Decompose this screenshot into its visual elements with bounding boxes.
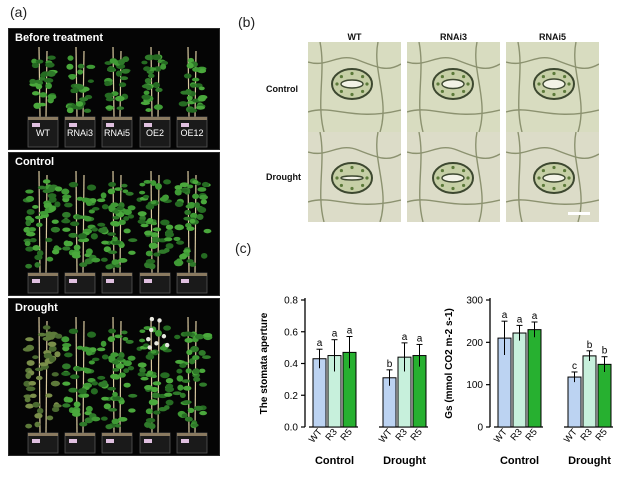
bar (512, 332, 527, 428)
panel-c-letter: (c) (235, 240, 252, 256)
y-tick-label: 0.0 (284, 423, 298, 434)
significance-letter: a (347, 326, 353, 337)
row-label: Control (266, 84, 298, 94)
x-tick-label: R5 (594, 427, 610, 443)
stomatal-conductance-chart: 0 100 200 300 Gs (mmol CO2 m-2 s-1) a WT a R3 a R5… (444, 296, 613, 467)
panel-a-letter: (a) (10, 4, 28, 20)
significance-letter: a (417, 333, 423, 344)
significance-letter: b (387, 359, 393, 370)
plant (64, 46, 96, 148)
x-tick-label: R3 (509, 427, 525, 443)
stomata-micrograph (407, 42, 500, 132)
significance-letter: a (317, 338, 323, 349)
row-label: Drought (266, 172, 301, 182)
y-tick-label: 0.8 (284, 296, 298, 307)
y-axis-label: Gs (mmol CO2 m-2 s-1) (444, 308, 455, 419)
column-label: RNAi5 (538, 32, 566, 42)
plant (22, 170, 63, 294)
plant (61, 316, 101, 454)
significance-letter: a (502, 310, 508, 321)
group-label: Control (500, 455, 539, 467)
photo-title: Drought (15, 302, 58, 314)
plants-illustration (27, 46, 208, 148)
x-tick-label: R3 (394, 427, 410, 443)
x-tick-label: WT (307, 427, 325, 446)
stomata-micrograph (407, 132, 500, 222)
plant (136, 170, 175, 294)
bar (312, 358, 327, 428)
significance-letter: b (602, 346, 608, 357)
plant (173, 170, 212, 294)
x-tick-label: R5 (339, 427, 355, 443)
significance-letter: a (402, 332, 408, 343)
significance-letter: c (572, 361, 577, 372)
bar (582, 355, 597, 428)
plant (96, 170, 138, 294)
plant (61, 170, 101, 294)
photo-control: Control (8, 152, 220, 296)
y-tick-label: 0.4 (284, 359, 298, 370)
pot-label: OE2 (145, 128, 164, 138)
pot-label: RNAi3 (66, 128, 93, 138)
y-tick-label: 100 (466, 380, 483, 391)
photo-before-treatment: Before treatment WT RNAi3 RNAi5 OE2 OE12 (8, 28, 220, 150)
column-label: RNAi3 (439, 32, 467, 42)
stomata-aperture-chart: 0.0 0.2 0.4 0.6 0.8 The stomata aperture a WT a R… (259, 296, 428, 467)
plant (22, 316, 63, 454)
x-tick-label: WT (492, 427, 510, 446)
photo-title: Control (15, 156, 55, 168)
stomata-micrograph (506, 132, 599, 222)
y-axis-label: The stomata aperture (259, 312, 270, 414)
column-label: WT (347, 32, 362, 42)
scale-bar (568, 212, 590, 215)
significance-letter: a (332, 329, 338, 340)
photo-title: Before treatment (15, 32, 104, 44)
pot-label: WT (36, 128, 50, 138)
pot-label: OE12 (180, 128, 204, 138)
y-tick-label: 0.6 (284, 327, 298, 338)
bar (597, 363, 612, 428)
stomata-micrograph (506, 42, 599, 132)
plant (172, 316, 213, 454)
plant (139, 46, 171, 148)
x-tick-label: R3 (324, 427, 340, 443)
y-tick-label: 300 (466, 296, 483, 307)
plant (96, 316, 138, 454)
significance-letter: b (587, 340, 593, 351)
bar (567, 376, 582, 428)
y-tick-label: 200 (466, 338, 483, 349)
x-tick-label: WT (562, 427, 580, 446)
group-label: Control (315, 455, 354, 467)
y-tick-label: 0 (477, 423, 483, 434)
group-label: Drought (568, 455, 611, 467)
stomata-micrograph (308, 42, 401, 132)
significance-letter: a (532, 311, 538, 322)
x-tick-label: R5 (409, 427, 425, 443)
plant (101, 46, 133, 148)
plant (27, 46, 59, 148)
x-tick-label: WT (377, 427, 395, 446)
bar (527, 329, 542, 428)
significance-letter: a (517, 314, 523, 325)
plant (176, 46, 208, 148)
group-label: Drought (383, 455, 426, 467)
photo-drought: Drought (8, 298, 220, 456)
plants-illustration (22, 170, 212, 294)
panel-b-letter: (b) (238, 14, 256, 30)
x-tick-label: R5 (524, 427, 540, 443)
plant (136, 316, 175, 454)
stomata-micrograph (308, 132, 401, 222)
x-tick-label: R3 (579, 427, 595, 443)
y-tick-label: 0.2 (284, 391, 298, 402)
pot-label: RNAi5 (103, 128, 130, 138)
plants-illustration (22, 316, 213, 454)
